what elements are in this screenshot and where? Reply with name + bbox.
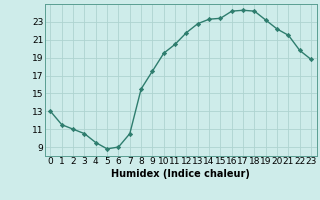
X-axis label: Humidex (Indice chaleur): Humidex (Indice chaleur) [111,169,250,179]
